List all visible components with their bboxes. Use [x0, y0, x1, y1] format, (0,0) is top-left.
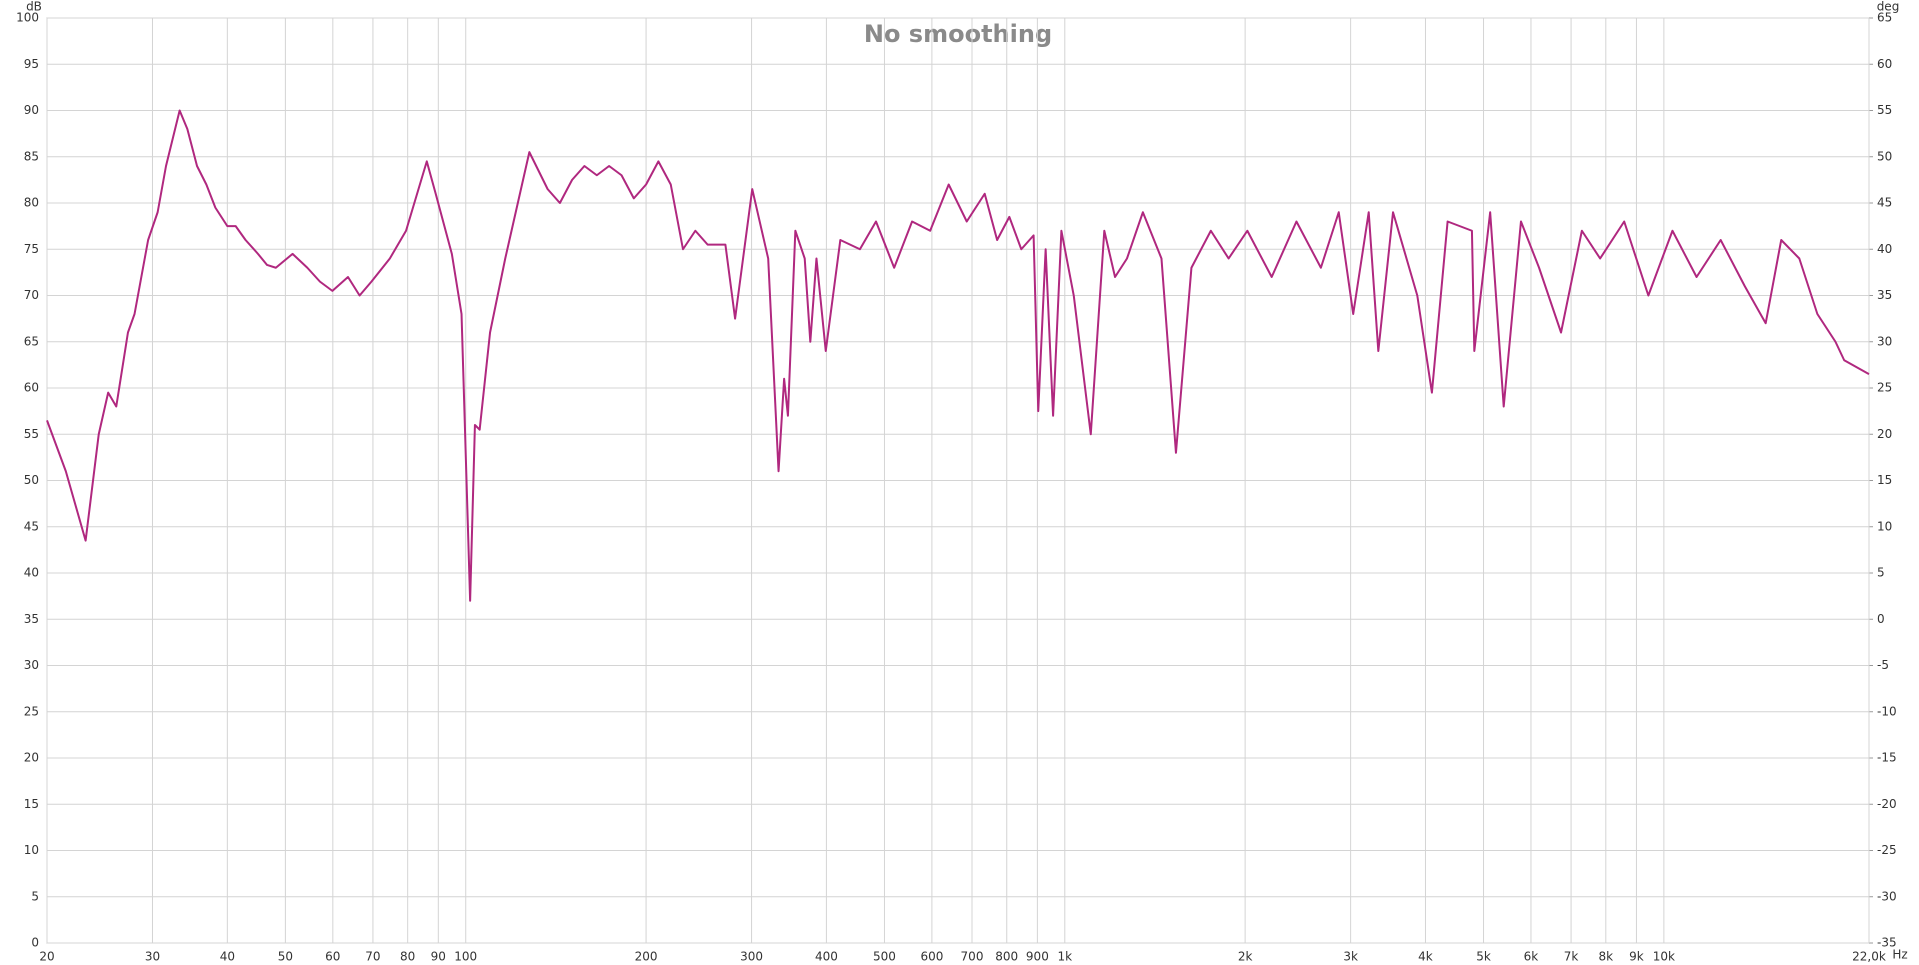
y-tick-label: 35	[24, 612, 39, 626]
y2-tick-label: 15	[1877, 473, 1892, 487]
x-tick-label: 900	[1026, 950, 1049, 964]
y-tick-label: 0	[31, 936, 39, 950]
y-tick-label: 60	[24, 381, 39, 395]
y2-tick-label: 25	[1877, 381, 1892, 395]
y2-tick-label: -20	[1877, 797, 1897, 811]
y-tick-label: 15	[24, 797, 39, 811]
y2-tick-label: 10	[1877, 519, 1892, 533]
x-tick-label: 60	[325, 950, 340, 964]
x-tick-label: 800	[995, 950, 1018, 964]
y-tick-label: 100	[16, 11, 39, 25]
x-tick-label: 10k	[1653, 950, 1675, 964]
y2-tick-label: -15	[1877, 751, 1897, 765]
y-tick-label: 90	[24, 103, 39, 117]
y-tick-label: 50	[24, 473, 39, 487]
x-tick-label: 7k	[1564, 950, 1579, 964]
x-tick-label: 8k	[1599, 950, 1614, 964]
spl-line	[46, 109, 1870, 602]
x-tick-label: 70	[365, 950, 380, 964]
y2-tick-label: -30	[1877, 889, 1897, 903]
y2-tick-label: -5	[1877, 658, 1889, 672]
y-tick-label: 20	[24, 751, 39, 765]
x-tick-label: 1k	[1058, 950, 1073, 964]
y-tick-label: 30	[24, 658, 39, 672]
y-tick-label: 65	[24, 334, 39, 348]
y2-tick-label: 60	[1877, 57, 1892, 71]
y-tick-label: 25	[24, 704, 39, 718]
x-tick-label: 20	[39, 950, 54, 964]
x-tick-label: 3k	[1343, 950, 1358, 964]
y2-tick-label: -25	[1877, 843, 1897, 857]
x-tick-label: 22,0k	[1852, 950, 1886, 964]
x-tick-label: 5k	[1476, 950, 1491, 964]
x-tick-label: 600	[920, 950, 943, 964]
x-tick-label: 100	[454, 950, 477, 964]
x-axis-label: Hz	[1892, 948, 1907, 962]
y2-tick-label: 65	[1877, 11, 1892, 25]
y2-tick-label: 30	[1877, 334, 1892, 348]
x-tick-label: 2k	[1238, 950, 1253, 964]
y2-tick-label: 55	[1877, 103, 1892, 117]
x-tick-label: 4k	[1418, 950, 1433, 964]
x-tick-label: 80	[400, 950, 415, 964]
y-tick-label: 45	[24, 519, 39, 533]
y-tick-label: 40	[24, 566, 39, 580]
x-tick-label: 300	[740, 950, 763, 964]
chart-title: No smoothing	[864, 20, 1052, 48]
y2-tick-label: 20	[1877, 427, 1892, 441]
y2-tick-label: 0	[1877, 612, 1885, 626]
x-tick-label: 700	[961, 950, 984, 964]
x-tick-label: 90	[431, 950, 446, 964]
y-tick-label: 95	[24, 57, 39, 71]
y-tick-label: 10	[24, 843, 39, 857]
y-tick-label: 80	[24, 196, 39, 210]
x-tick-label: 200	[635, 950, 658, 964]
y2-tick-label: 35	[1877, 288, 1892, 302]
x-tick-label: 30	[145, 950, 160, 964]
y-tick-label: 5	[31, 889, 39, 903]
y-tick-label: 85	[24, 149, 39, 163]
x-tick-label: 500	[873, 950, 896, 964]
y2-tick-label: -35	[1877, 936, 1897, 950]
y2-axis-label: deg	[1877, 0, 1900, 14]
y2-tick-label: 40	[1877, 242, 1892, 256]
x-tick-label: 40	[220, 950, 235, 964]
x-tick-label: 50	[278, 950, 293, 964]
y2-tick-label: 45	[1877, 196, 1892, 210]
x-tick-label: 400	[815, 950, 838, 964]
y2-tick-label: 50	[1877, 149, 1892, 163]
x-tick-label: 9k	[1629, 950, 1644, 964]
y-axis-label: dB	[26, 0, 42, 14]
y2-tick-label: 5	[1877, 566, 1885, 580]
y-tick-label: 55	[24, 427, 39, 441]
y2-tick-label: -10	[1877, 704, 1897, 718]
y-tick-label: 75	[24, 242, 39, 256]
y-tick-label: 70	[24, 288, 39, 302]
x-tick-label: 6k	[1524, 950, 1539, 964]
